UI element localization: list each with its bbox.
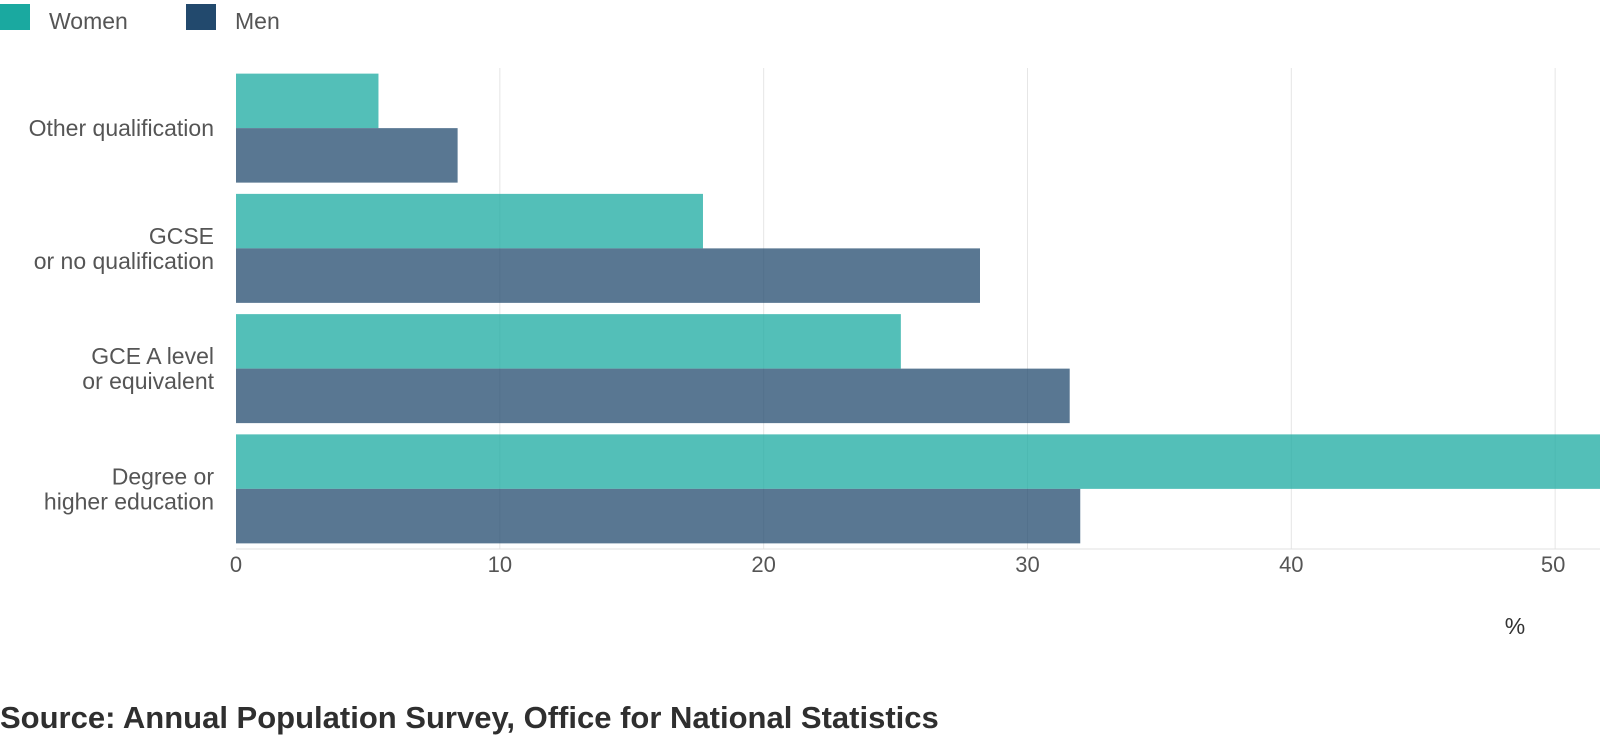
category-label: Other qualification [29, 115, 214, 141]
category-label-line: higher education [44, 488, 214, 514]
bar-men [236, 488, 1081, 544]
bar-women [236, 73, 379, 129]
x-tick-label: 0 [230, 552, 242, 577]
bar-men [236, 368, 1070, 424]
category-label: GCSE or no qualification [34, 223, 214, 274]
bar-men [236, 128, 458, 183]
x-tick-label: 10 [488, 552, 512, 577]
category-labels: Other qualification GCSE or no qualificati… [29, 115, 215, 514]
category-label-line: Degree or [112, 463, 215, 489]
category-label-line: Other qualification [29, 115, 214, 141]
x-axis-label: % [1505, 613, 1525, 639]
bar-men [236, 248, 980, 303]
x-tick-label: 40 [1279, 552, 1303, 577]
legend-label: Women [49, 8, 128, 34]
category-label: Degree or higher education [44, 463, 214, 514]
x-axis-ticks: 0 10 20 30 40 50 [230, 552, 1566, 577]
category-label: GCE A level or equivalent [82, 343, 214, 394]
bars [236, 73, 1600, 544]
category-label-line: or equivalent [82, 368, 214, 394]
bar-women [236, 193, 703, 249]
category-label-line: GCE A level [91, 343, 214, 369]
x-tick-label: 50 [1541, 552, 1565, 577]
legend-label: Men [235, 8, 280, 34]
bar-chart: Other qualification GCSE or no qualificati… [29, 68, 1600, 639]
bar-women [236, 434, 1600, 489]
source-note: Source: Annual Population Survey, Office… [0, 700, 939, 735]
bar-women [236, 314, 901, 369]
legend-swatch [0, 4, 30, 30]
x-tick-label: 30 [1015, 552, 1039, 577]
category-label-line: or no qualification [34, 248, 214, 274]
x-tick-label: 20 [751, 552, 775, 577]
legend-swatch [186, 4, 216, 30]
category-label-line: GCSE [149, 223, 214, 249]
